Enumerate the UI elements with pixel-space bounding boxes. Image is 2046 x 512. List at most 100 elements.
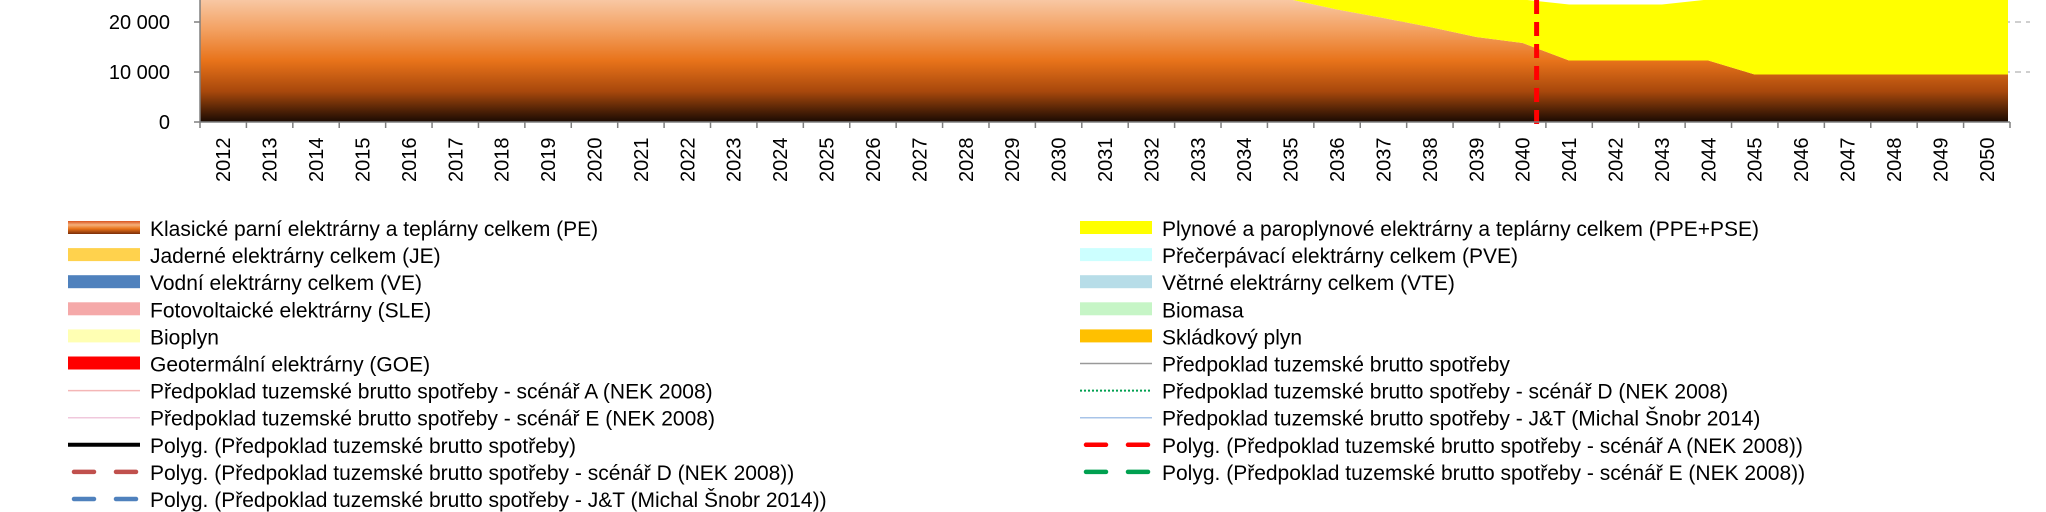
x-tick-label: 2037 bbox=[1373, 138, 1395, 183]
x-tick-label: 2024 bbox=[770, 138, 792, 183]
legend-label: Předpoklad tuzemské brutto spotřeby - sc… bbox=[150, 381, 713, 404]
x-tick-label: 2015 bbox=[352, 138, 374, 183]
legend-item: Předpoklad tuzemské brutto spotřeby - J&… bbox=[1080, 408, 1760, 431]
legend-label: Předpoklad tuzemské brutto spotřeby - sc… bbox=[1162, 381, 1728, 404]
x-tick-label: 2042 bbox=[1606, 138, 1628, 183]
legend-item: Polyg. (Předpoklad tuzemské brutto spotř… bbox=[1083, 462, 1805, 485]
y-tick-label: 0 bbox=[159, 112, 170, 134]
legend-item: Polyg. (Předpoklad tuzemské brutto spotř… bbox=[68, 435, 576, 458]
x-tick-label: 2020 bbox=[584, 138, 606, 183]
legend-item: Skládkový plyn bbox=[1080, 326, 1302, 349]
x-tick-label: 2030 bbox=[1049, 138, 1071, 183]
x-tick-label: 2028 bbox=[956, 138, 978, 183]
x-tick-label: 2035 bbox=[1281, 138, 1303, 183]
x-tick-label: 2048 bbox=[1884, 138, 1906, 183]
legend-label: Plynové a paroplynové elektrárny a teplá… bbox=[1162, 218, 1759, 241]
x-tick-label: 2034 bbox=[1234, 138, 1256, 183]
plot-area bbox=[200, 0, 2008, 122]
legend-key bbox=[68, 275, 140, 289]
x-tick-label: 2036 bbox=[1327, 138, 1349, 183]
legend-key bbox=[1080, 275, 1152, 289]
legend-item: Předpoklad tuzemské brutto spotřeby - sc… bbox=[68, 381, 713, 404]
y-tick-label: 20 000 bbox=[109, 12, 170, 34]
x-tick-label: 2027 bbox=[909, 138, 931, 183]
legend-label: Předpoklad tuzemské brutto spotřeby - J&… bbox=[1162, 408, 1760, 431]
legend-item: Biomasa bbox=[1080, 299, 1244, 322]
x-axis-ticks: 2012 2013 2014 2015 2016 2017 2018 2019 2020 2021… bbox=[213, 137, 1999, 182]
x-tick-label: 2047 bbox=[1838, 138, 1860, 183]
legend-item: Větrné elektrárny celkem (VTE) bbox=[1080, 272, 1455, 295]
x-tick-label: 2050 bbox=[1977, 138, 1999, 183]
legend-label: Předpoklad tuzemské brutto spotřeby - sc… bbox=[150, 408, 715, 431]
x-tick-label: 2032 bbox=[1141, 138, 1163, 183]
legend-item: Jaderné elektrárny celkem (JE) bbox=[68, 245, 441, 268]
x-tick-label: 2043 bbox=[1652, 138, 1674, 183]
legend-item: Geotermální elektrárny (GOE) bbox=[68, 354, 430, 377]
x-tick-label: 2018 bbox=[492, 138, 514, 182]
legend-label: Geotermální elektrárny (GOE) bbox=[150, 354, 430, 377]
legend-label: Klasické parní elektrárny a teplárny cel… bbox=[150, 218, 598, 241]
x-tick-label: 2025 bbox=[817, 138, 839, 183]
x-tick-label: 2014 bbox=[306, 138, 328, 183]
legend-key bbox=[68, 329, 140, 343]
axes bbox=[194, 0, 2011, 128]
legend-item: Předpoklad tuzemské brutto spotřeby - sc… bbox=[1080, 381, 1728, 404]
legend-item: Polyg. (Předpoklad tuzemské brutto spotř… bbox=[71, 489, 827, 512]
legend-item: Přečerpávací elektrárny celkem (PVE) bbox=[1080, 245, 1518, 268]
series-area-pe bbox=[200, 0, 2008, 122]
legend-key bbox=[1080, 329, 1152, 343]
y-tick-label: 10 000 bbox=[109, 62, 170, 84]
legend-item: Polyg. (Předpoklad tuzemské brutto spotř… bbox=[1083, 435, 1803, 458]
y-axis-ticks: 0 10 000 20 000 bbox=[109, 12, 170, 134]
x-tick-label: 2013 bbox=[260, 138, 282, 183]
legend-key bbox=[1080, 302, 1152, 316]
x-tick-label: 2029 bbox=[1002, 138, 1024, 182]
x-tick-label: 2039 bbox=[1466, 138, 1488, 183]
x-tick-label: 2033 bbox=[1188, 138, 1210, 183]
legend-item: Vodní elektrárny celkem (VE) bbox=[68, 272, 422, 295]
legend-item: Předpoklad tuzemské brutto spotřeby bbox=[1080, 354, 1510, 377]
x-tick-label: 2041 bbox=[1559, 138, 1581, 183]
legend-label: Předpoklad tuzemské brutto spotřeby bbox=[1162, 354, 1510, 377]
legend-label: Jaderné elektrárny celkem (JE) bbox=[150, 245, 441, 268]
legend-label: Skládkový plyn bbox=[1162, 326, 1302, 349]
legend-label: Vodní elektrárny celkem (VE) bbox=[150, 272, 422, 295]
x-tick-label: 2019 bbox=[538, 138, 560, 183]
x-tick-label: 2038 bbox=[1420, 138, 1442, 183]
legend-key bbox=[68, 356, 140, 370]
legend-label: Polyg. (Předpoklad tuzemské brutto spotř… bbox=[150, 462, 794, 485]
legend-label: Biomasa bbox=[1162, 299, 1244, 322]
x-tick-label: 2017 bbox=[445, 138, 467, 183]
legend-label: Polyg. (Předpoklad tuzemské brutto spotř… bbox=[150, 489, 827, 512]
x-tick-label: 2023 bbox=[724, 138, 746, 183]
x-tick-label: 2016 bbox=[399, 138, 421, 183]
legend-key bbox=[68, 248, 140, 262]
legend-label: Bioplyn bbox=[150, 326, 219, 349]
x-tick-label: 2026 bbox=[863, 138, 885, 183]
legend-label: Větrné elektrárny celkem (VTE) bbox=[1162, 272, 1455, 295]
x-tick-label: 2046 bbox=[1791, 138, 1813, 183]
x-tick-label: 2049 bbox=[1930, 138, 1952, 183]
series-area-ppe-pse bbox=[1292, 0, 2008, 75]
legend-label: Fotovoltaické elektrárny (SLE) bbox=[150, 299, 431, 322]
legend-key bbox=[68, 302, 140, 316]
legend-item: Předpoklad tuzemské brutto spotřeby - sc… bbox=[68, 408, 715, 431]
legend-item: Klasické parní elektrárny a teplárny cel… bbox=[68, 218, 598, 241]
x-tick-label: 2022 bbox=[677, 138, 699, 183]
legend-label: Polyg. (Předpoklad tuzemské brutto spotř… bbox=[1162, 462, 1805, 485]
legend-key bbox=[1080, 221, 1152, 234]
legend-label: Polyg. (Předpoklad tuzemské brutto spotř… bbox=[1162, 435, 1803, 458]
x-tick-label: 2021 bbox=[631, 138, 653, 183]
x-tick-label: 2012 bbox=[213, 137, 235, 182]
legend-key bbox=[68, 221, 140, 234]
legend: Klasické parní elektrárny a teplárny cel… bbox=[68, 218, 1805, 512]
legend-item: Plynové a paroplynové elektrárny a teplá… bbox=[1080, 218, 1759, 241]
x-tick-label: 2045 bbox=[1745, 138, 1767, 183]
legend-label: Přečerpávací elektrárny celkem (PVE) bbox=[1162, 245, 1518, 268]
x-tick-label: 2040 bbox=[1513, 138, 1535, 183]
legend-item: Bioplyn bbox=[68, 326, 219, 349]
legend-label: Polyg. (Předpoklad tuzemské brutto spotř… bbox=[150, 435, 576, 458]
legend-key bbox=[1080, 248, 1152, 262]
x-tick-label: 2031 bbox=[1095, 138, 1117, 183]
